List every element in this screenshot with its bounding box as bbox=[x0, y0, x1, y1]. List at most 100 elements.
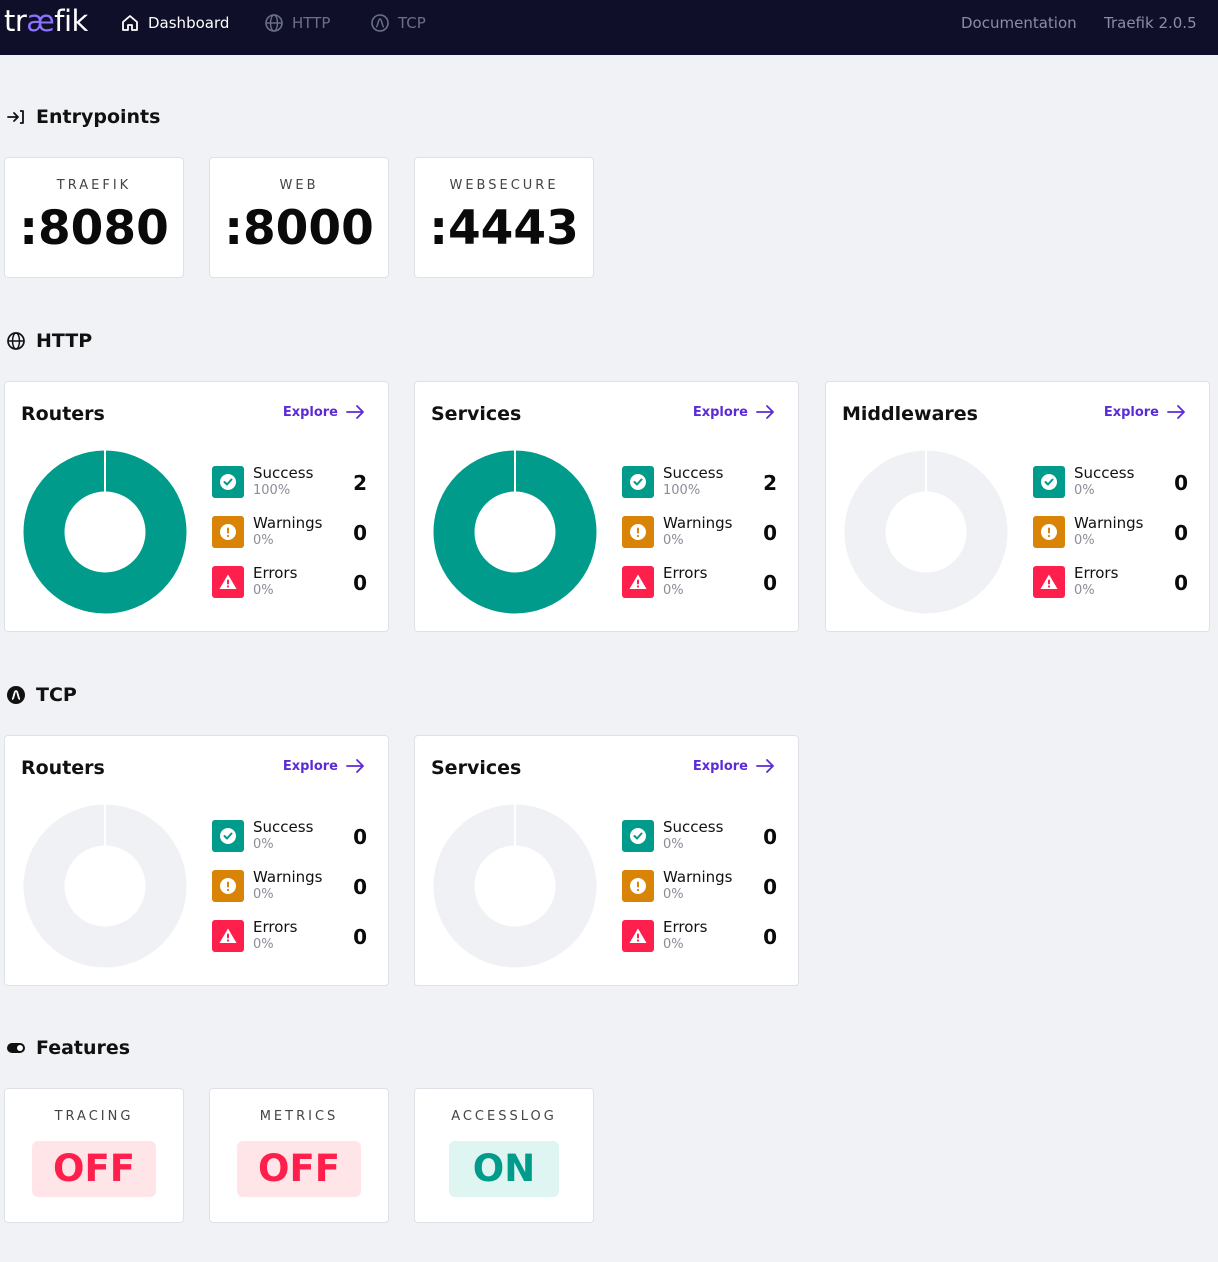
errors-row-count: 0 bbox=[1174, 571, 1188, 595]
errors-row: Errors 0% 0 bbox=[212, 918, 367, 968]
warnings-row-badge bbox=[212, 516, 244, 548]
errors-row-percent: 0% bbox=[663, 583, 684, 598]
success-row-count: 0 bbox=[763, 825, 777, 849]
nav-http[interactable]: HTTP bbox=[264, 0, 330, 45]
top-nav-bar: træfik Dashboard HTTP TCP Documentation … bbox=[0, 0, 1218, 55]
check-icon bbox=[220, 828, 236, 844]
status-list: Success 0% 0 Warnings 0% 0 Errors 0% 0 bbox=[1033, 464, 1188, 614]
section-features-title: Features bbox=[6, 1037, 130, 1059]
warnings-row-count: 0 bbox=[1174, 521, 1188, 545]
warnings-row: Warnings 0% 0 bbox=[622, 868, 777, 918]
entrypoint-card-traefik: TRAEFIK :8080 bbox=[4, 157, 184, 278]
status-list: Success 0% 0 Warnings 0% 0 Errors 0% 0 bbox=[622, 818, 777, 968]
errors-row-badge bbox=[622, 920, 654, 952]
warnings-row-badge bbox=[212, 870, 244, 902]
traefik-logo[interactable]: træfik bbox=[4, 4, 88, 38]
explore-label: Explore bbox=[692, 404, 748, 420]
warnings-row-badge bbox=[622, 870, 654, 902]
explore-label: Explore bbox=[692, 758, 748, 774]
logo-text-ae: æ bbox=[26, 4, 55, 38]
status-list: Success 100% 2 Warnings 0% 0 Errors 0% 0 bbox=[622, 464, 777, 614]
feature-card-metrics: METRICS OFF bbox=[209, 1088, 389, 1223]
exclamation-icon bbox=[220, 878, 236, 894]
success-row-badge bbox=[1033, 466, 1065, 498]
errors-row-count: 0 bbox=[763, 925, 777, 949]
status-donut-chart bbox=[23, 804, 187, 968]
success-row-badge bbox=[622, 820, 654, 852]
entrypoint-name: WEBSECURE bbox=[449, 178, 559, 193]
feature-name: TRACING bbox=[54, 1109, 134, 1124]
errors-row-badge bbox=[212, 566, 244, 598]
warnings-row-label: Warnings bbox=[253, 868, 323, 886]
errors-row-count: 0 bbox=[353, 925, 367, 949]
alert-triangle-icon bbox=[629, 928, 647, 943]
tcp-routers-card: Routers Explore Success 0% 0 Warnings 0% 0 Error… bbox=[4, 735, 389, 986]
explore-link[interactable]: Explore bbox=[283, 758, 366, 774]
check-icon bbox=[1041, 474, 1057, 490]
success-row-badge bbox=[212, 820, 244, 852]
card-title: Routers bbox=[21, 757, 105, 779]
nav-dashboard[interactable]: Dashboard bbox=[120, 0, 229, 45]
errors-row: Errors 0% 0 bbox=[622, 918, 777, 968]
errors-row-label: Errors bbox=[1074, 564, 1119, 582]
version-label[interactable]: Traefik 2.0.5 bbox=[1104, 13, 1197, 32]
explore-link[interactable]: Explore bbox=[693, 758, 776, 774]
feature-name: METRICS bbox=[259, 1109, 339, 1124]
warnings-row-label: Warnings bbox=[663, 514, 733, 532]
success-row-percent: 0% bbox=[663, 837, 684, 852]
warnings-row: Warnings 0% 0 bbox=[1033, 514, 1188, 564]
warnings-row-percent: 0% bbox=[663, 887, 684, 902]
home-icon bbox=[122, 14, 138, 31]
feature-status-badge: ON bbox=[449, 1141, 559, 1197]
exclamation-icon bbox=[220, 524, 236, 540]
check-icon bbox=[630, 828, 646, 844]
entrypoints-title-text: Entrypoints bbox=[36, 106, 161, 128]
card-title: Services bbox=[431, 403, 522, 425]
explore-link[interactable]: Explore bbox=[1104, 404, 1187, 420]
success-row-percent: 100% bbox=[663, 483, 701, 498]
success-row: Success 0% 0 bbox=[212, 818, 367, 868]
arrow-right-icon bbox=[1167, 405, 1185, 419]
success-row-count: 0 bbox=[1174, 471, 1188, 495]
status-list: Success 100% 2 Warnings 0% 0 Errors 0% 0 bbox=[212, 464, 367, 614]
errors-row-label: Errors bbox=[663, 564, 708, 582]
success-row-label: Success bbox=[1074, 464, 1135, 482]
entrypoint-icon bbox=[7, 110, 24, 124]
http-middlewares-card: Middlewares Explore Success 0% 0 Warnings 0% 0 E… bbox=[825, 381, 1210, 632]
status-donut-chart bbox=[433, 450, 597, 614]
exclamation-icon bbox=[1041, 524, 1057, 540]
errors-row-badge bbox=[1033, 566, 1065, 598]
features-title-text: Features bbox=[36, 1037, 131, 1059]
explore-label: Explore bbox=[1103, 404, 1159, 420]
errors-row-percent: 0% bbox=[253, 937, 274, 952]
check-icon bbox=[220, 474, 236, 490]
explore-label: Explore bbox=[282, 758, 338, 774]
logo-text-suffix: fik bbox=[54, 4, 88, 38]
errors-row-label: Errors bbox=[253, 564, 298, 582]
success-row: Success 0% 0 bbox=[622, 818, 777, 868]
documentation-link[interactable]: Documentation bbox=[961, 13, 1077, 32]
success-row-badge bbox=[622, 466, 654, 498]
section-entrypoints-title: Entrypoints bbox=[6, 106, 160, 128]
success-row-count: 0 bbox=[353, 825, 367, 849]
entrypoint-card-web: WEB :8000 bbox=[209, 157, 389, 278]
nav-tcp[interactable]: TCP bbox=[370, 0, 426, 45]
warnings-row-percent: 0% bbox=[663, 533, 684, 548]
warnings-row-label: Warnings bbox=[1074, 514, 1144, 532]
nav-http-label: HTTP bbox=[292, 13, 331, 32]
feature-card-tracing: TRACING OFF bbox=[4, 1088, 184, 1223]
feature-status-badge: OFF bbox=[237, 1141, 361, 1197]
feature-name: ACCESSLOG bbox=[451, 1109, 557, 1124]
success-row-badge bbox=[212, 466, 244, 498]
http-services-card: Services Explore Success 100% 2 Warnings 0% 0 Er… bbox=[414, 381, 799, 632]
explore-link[interactable]: Explore bbox=[693, 404, 776, 420]
status-donut-chart bbox=[433, 804, 597, 968]
tcp-services-card: Services Explore Success 0% 0 Warnings 0% 0 Erro… bbox=[414, 735, 799, 986]
card-title: Routers bbox=[21, 403, 105, 425]
explore-link[interactable]: Explore bbox=[283, 404, 366, 420]
feature-card-accesslog: ACCESSLOG ON bbox=[414, 1088, 594, 1223]
card-title: Middlewares bbox=[842, 403, 978, 425]
arrow-right-icon bbox=[756, 759, 774, 773]
warnings-row-count: 0 bbox=[353, 875, 367, 899]
errors-row-percent: 0% bbox=[1074, 583, 1095, 598]
